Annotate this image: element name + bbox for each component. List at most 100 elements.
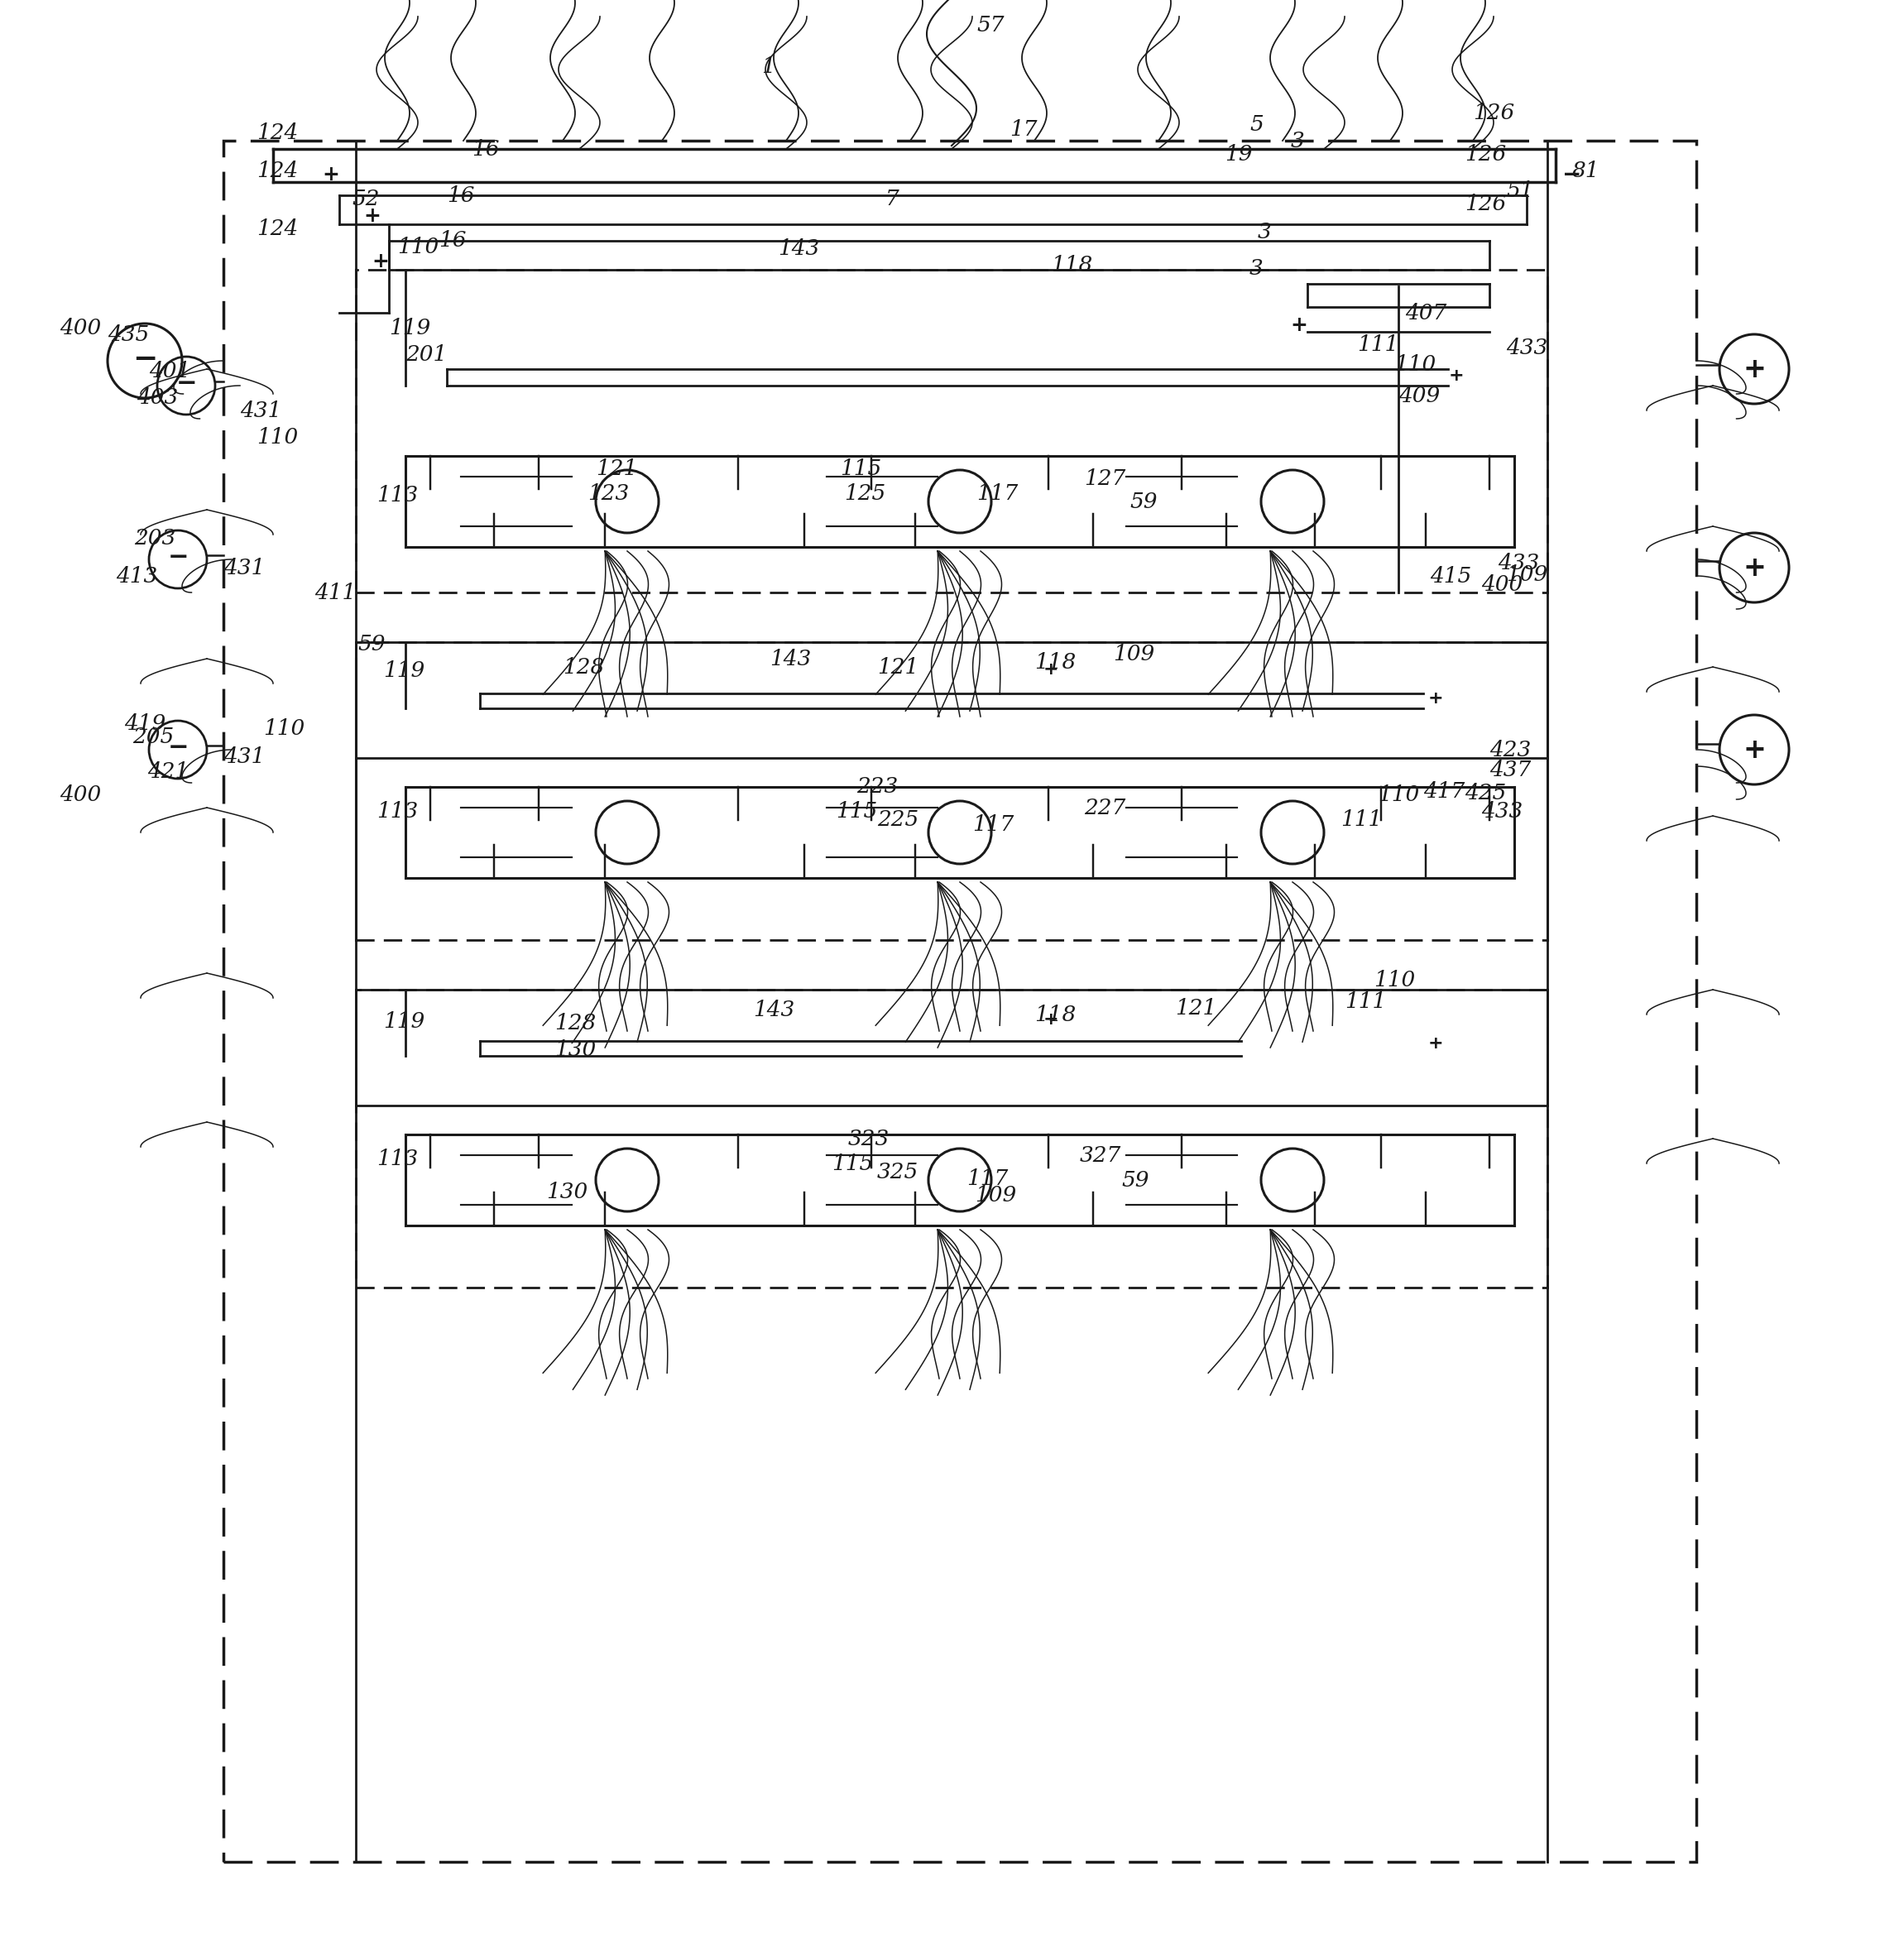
Text: 119: 119 [383, 1011, 425, 1032]
Text: 117: 117 [973, 814, 1013, 835]
Text: 123: 123 [588, 483, 628, 503]
Text: 401: 401 [149, 360, 190, 381]
Text: 115: 115 [836, 802, 878, 822]
Text: 16: 16 [447, 186, 474, 205]
Text: 128: 128 [564, 657, 604, 677]
Text: 59: 59 [1121, 1169, 1148, 1191]
Bar [223, 141, 1696, 1861]
Text: 225: 225 [878, 810, 920, 831]
Bar [356, 271, 1548, 593]
Text: 431: 431 [223, 746, 265, 767]
Text: 119: 119 [388, 317, 430, 338]
Text: 3: 3 [1259, 222, 1272, 244]
Text: 125: 125 [843, 483, 885, 503]
Text: +: + [364, 207, 381, 226]
Text: 400: 400 [59, 785, 101, 806]
Text: 110: 110 [1394, 354, 1436, 375]
Text: 431: 431 [240, 400, 282, 421]
Text: 121: 121 [596, 458, 638, 479]
Text: 327: 327 [1080, 1144, 1121, 1166]
Text: 110: 110 [1373, 968, 1415, 990]
Text: 113: 113 [377, 1148, 419, 1169]
Text: 1: 1 [762, 56, 775, 77]
Text: 124: 124 [257, 160, 299, 182]
Text: 411: 411 [314, 582, 356, 603]
Text: 117: 117 [967, 1168, 1007, 1189]
Text: 118: 118 [1051, 255, 1093, 276]
Text: 431: 431 [223, 557, 265, 578]
Text: 16: 16 [438, 230, 466, 251]
Text: +: + [1428, 690, 1443, 707]
Text: −: − [168, 545, 188, 570]
Text: 433: 433 [1498, 553, 1538, 574]
Text: 113: 113 [377, 485, 419, 505]
Text: 81: 81 [1573, 160, 1599, 182]
Text: +: + [1428, 1036, 1443, 1052]
Text: +: + [1449, 367, 1464, 385]
Text: 118: 118 [1034, 653, 1076, 673]
Text: 130: 130 [554, 1038, 596, 1059]
Text: 109: 109 [1114, 644, 1154, 665]
Text: +: + [1742, 555, 1765, 582]
Text: 111: 111 [1344, 992, 1386, 1013]
Text: 205: 205 [133, 727, 173, 748]
Text: 119: 119 [383, 661, 425, 682]
Text: 110: 110 [257, 427, 299, 447]
Text: 409: 409 [1398, 385, 1439, 406]
Text: 118: 118 [1034, 1003, 1076, 1024]
Text: 3: 3 [1249, 257, 1264, 278]
Text: 5: 5 [1249, 114, 1264, 135]
Text: −: − [131, 346, 158, 373]
Text: 419: 419 [124, 713, 166, 733]
Text: 128: 128 [554, 1013, 596, 1032]
Text: 325: 325 [878, 1162, 920, 1183]
Text: 111: 111 [1358, 334, 1399, 354]
Bar [356, 990, 1548, 1287]
Text: −: − [1563, 162, 1582, 186]
Text: 17: 17 [1009, 118, 1038, 139]
Text: 223: 223 [857, 777, 899, 796]
Text: 126: 126 [1464, 193, 1506, 215]
Text: 130: 130 [546, 1183, 588, 1202]
Text: 109: 109 [975, 1185, 1017, 1206]
Text: 126: 126 [1474, 102, 1514, 124]
Text: +: + [1291, 315, 1308, 334]
Text: 57: 57 [977, 15, 1003, 37]
Text: 110: 110 [1378, 785, 1418, 806]
Text: 121: 121 [1175, 997, 1217, 1019]
Text: 115: 115 [840, 458, 882, 479]
Text: 111: 111 [1340, 810, 1382, 831]
Text: 400: 400 [1481, 574, 1523, 595]
Text: 203: 203 [133, 528, 175, 549]
Text: 400: 400 [59, 317, 101, 338]
Text: −: − [168, 736, 188, 760]
Text: 115: 115 [832, 1154, 874, 1173]
Text: +: + [1742, 356, 1765, 383]
Text: 127: 127 [1083, 468, 1125, 489]
Text: 201: 201 [406, 344, 447, 365]
Text: 7: 7 [885, 189, 899, 211]
Text: 52: 52 [352, 189, 379, 211]
Text: +: + [1043, 1011, 1059, 1028]
Text: +: + [1742, 736, 1765, 764]
Text: +: + [322, 164, 339, 184]
Text: 413: 413 [116, 566, 158, 586]
Text: 16: 16 [472, 139, 499, 160]
Text: 435: 435 [107, 325, 149, 344]
Text: 110: 110 [398, 236, 438, 257]
Text: 110: 110 [263, 719, 305, 738]
Text: 59: 59 [1129, 491, 1158, 512]
Text: 124: 124 [257, 218, 299, 240]
Text: 421: 421 [147, 762, 188, 781]
Text: 433: 433 [1481, 802, 1523, 822]
Text: +: + [371, 251, 388, 271]
Text: 227: 227 [1083, 796, 1125, 818]
Text: 437: 437 [1489, 760, 1531, 781]
Text: −: − [175, 371, 196, 396]
Text: 143: 143 [769, 648, 811, 669]
Text: 124: 124 [257, 124, 299, 143]
Text: 3: 3 [1291, 131, 1304, 153]
Text: 415: 415 [1430, 566, 1472, 586]
Bar [356, 990, 1548, 1106]
Bar [356, 642, 1548, 758]
